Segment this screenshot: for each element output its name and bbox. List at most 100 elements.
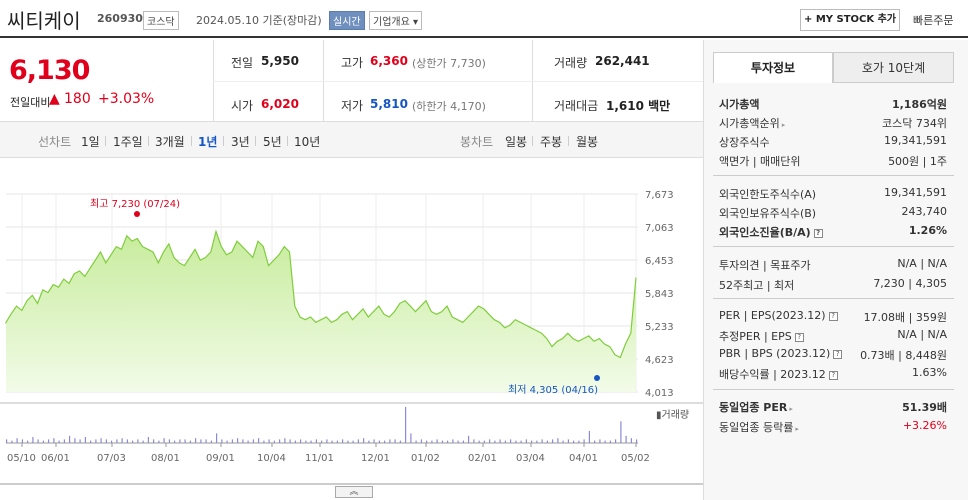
x-tick-label: 05/10 (7, 453, 36, 464)
price-line (5, 229, 637, 359)
volume-bar (357, 439, 359, 443)
volume-bar (305, 440, 307, 443)
tab-divider (568, 136, 569, 146)
add-my-stock-button[interactable]: + MY STOCK 추가 (800, 9, 900, 31)
volume-bar (90, 440, 92, 443)
market-cap-label: 시가총액 (719, 98, 760, 111)
help-icon[interactable]: ? (828, 311, 838, 321)
tab-weekly[interactable]: 주봉 (540, 135, 563, 149)
volume-bar (583, 439, 585, 443)
price-chart[interactable]: 7,673 7,063 6,453 5,843 5,233 4,623 4,013 05/10… (0, 160, 703, 485)
volume-bar (394, 439, 396, 443)
help-icon[interactable]: ? (833, 349, 843, 359)
cap-rank-value: 코스닥 734위 (882, 117, 947, 130)
caret-right-icon[interactable]: ▸ (789, 405, 793, 413)
high-annotation: 최고 7,230 (07/24) (90, 198, 180, 210)
quick-order-link[interactable]: 빠른주문 (913, 14, 954, 27)
prev-close-value: 5,950 (261, 54, 299, 68)
w52-label: 52주최고 | 최저 (719, 279, 795, 292)
volume-bar (105, 439, 107, 443)
volume-bar (153, 439, 155, 443)
sector-change-value: +3.26% (902, 419, 947, 432)
volume-bar (42, 440, 44, 443)
volume-bar (405, 407, 407, 443)
line-chart-label: 선차트 (38, 135, 72, 149)
volume-bar (326, 439, 328, 443)
volume-bar (21, 439, 23, 443)
volume-bar (378, 440, 380, 443)
x-tick-label: 03/04 (516, 453, 545, 464)
tab-monthly[interactable]: 월봉 (576, 135, 599, 149)
volume-bar (510, 439, 512, 443)
opinion-value: N/A | N/A (897, 257, 947, 270)
y-tick-label: 7,063 (645, 223, 674, 234)
volume-bar (478, 440, 480, 443)
y-tick-label: 4,623 (645, 355, 674, 366)
tab-3m[interactable]: 3개월 (155, 135, 185, 149)
help-icon[interactable]: ? (828, 370, 838, 380)
tab-orderbook[interactable]: 호가 10단계 (833, 52, 954, 83)
volume-bar (121, 438, 123, 443)
volume-bar (541, 439, 543, 443)
volume-bar (630, 438, 632, 443)
help-icon[interactable]: ? (794, 332, 804, 342)
tab-investment-info[interactable]: 투자정보 (713, 52, 833, 83)
company-overview-dropdown[interactable]: 기업개요 ▾ (369, 11, 422, 30)
volume-bar (231, 439, 233, 443)
caret-right-icon[interactable]: ▸ (795, 425, 799, 433)
volume-bar (111, 440, 113, 443)
tab-5y[interactable]: 5년 (263, 135, 282, 149)
tab-3y[interactable]: 3년 (231, 135, 250, 149)
volume-bar (594, 440, 596, 443)
volume-bar (347, 440, 349, 443)
volume-bar (483, 440, 485, 443)
volume-bar (599, 439, 601, 443)
foreign-limit-value: 19,341,591 (884, 186, 947, 199)
help-icon[interactable]: ? (813, 228, 823, 238)
tab-1d[interactable]: 1일 (81, 135, 100, 149)
volume-bar (310, 440, 312, 443)
lower-limit: (하한가 4,170) (412, 100, 486, 113)
volume-bar (399, 440, 401, 443)
volume-bar (452, 439, 454, 443)
low-label: 저가 (341, 99, 364, 113)
volume-bar (368, 440, 370, 443)
market-cap-value: 1,186억원 (891, 98, 947, 111)
volume-bar (137, 439, 139, 443)
per-label: PER | EPS(2023.12) (719, 309, 826, 322)
volume-bar (415, 440, 417, 443)
caret-right-icon[interactable]: ▸ (781, 121, 786, 129)
tab-1w[interactable]: 1주일 (113, 135, 143, 149)
volume-bar (321, 440, 323, 443)
volume-bar (373, 439, 375, 443)
volume-bar (16, 438, 18, 443)
volume-label: ▮거래량 (656, 409, 689, 421)
volume-bar (27, 440, 29, 443)
sector-per-value: 51.39배 (902, 401, 947, 414)
sector-per-label: 동일업종 PER (719, 401, 788, 414)
live-button[interactable]: 실시간 (329, 11, 365, 30)
x-tick-label: 04/01 (569, 453, 598, 464)
low-marker (594, 375, 600, 381)
tab-divider (223, 136, 224, 146)
volume-bar (531, 440, 533, 443)
volume-bar (431, 440, 433, 443)
stock-code: 260930 (97, 12, 143, 25)
x-tick-label: 05/02 (621, 453, 650, 464)
volume-bar (252, 439, 254, 443)
volume-bar (147, 437, 149, 443)
volume-bar (53, 438, 55, 443)
foreign-ratio-value: 1.26% (908, 224, 947, 237)
expand-chart-button[interactable]: ︽ (335, 486, 373, 498)
volume-bar (620, 421, 622, 443)
volume-bar (216, 433, 218, 443)
volume-bar (11, 440, 13, 443)
amount-label: 거래대금 (554, 99, 599, 113)
volume-bar (363, 438, 365, 443)
investment-info-panel (703, 40, 968, 500)
tab-daily[interactable]: 일봉 (505, 135, 528, 149)
tab-1y[interactable]: 1년 (198, 135, 218, 149)
tab-10y[interactable]: 10년 (294, 135, 321, 149)
x-tick-label: 07/03 (97, 453, 126, 464)
x-tick-label: 01/02 (411, 453, 440, 464)
